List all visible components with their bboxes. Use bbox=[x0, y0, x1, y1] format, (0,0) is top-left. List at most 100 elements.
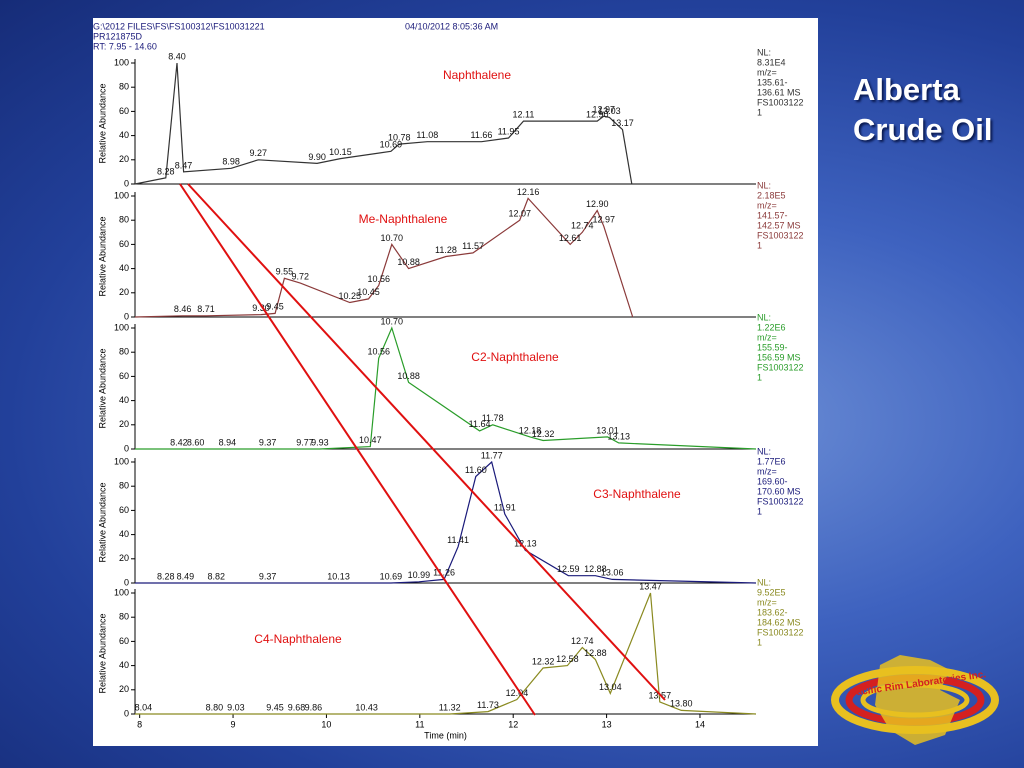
scan-info: 184.62 MS bbox=[757, 617, 801, 627]
trace-name: C3-Naphthalene bbox=[593, 487, 681, 501]
peak-label: 8.98 bbox=[222, 157, 240, 167]
peak-label: 8.60 bbox=[187, 437, 205, 447]
peak-label: 9.45 bbox=[266, 702, 284, 712]
y-tick-label: 20 bbox=[119, 419, 129, 429]
logo-map bbox=[875, 655, 960, 745]
peak-label: 11.95 bbox=[498, 126, 520, 136]
peak-label: 10.13 bbox=[327, 571, 350, 581]
scan-info: m/z= bbox=[757, 332, 777, 342]
peak-label: 11.66 bbox=[471, 130, 493, 140]
peak-label: 8.80 bbox=[206, 702, 224, 712]
y-tick-label: 0 bbox=[124, 443, 129, 453]
trace bbox=[135, 592, 757, 715]
peak-label: 12.61 bbox=[559, 233, 582, 243]
trace bbox=[134, 62, 633, 185]
peak-label: 11.57 bbox=[462, 241, 484, 251]
y-tick-label: 80 bbox=[119, 347, 129, 357]
scan-info: 1.77E6 bbox=[757, 456, 786, 466]
scan-info: NL: bbox=[757, 577, 771, 587]
peak-label: 8.82 bbox=[207, 571, 225, 581]
trace-name: Naphthalene bbox=[443, 68, 511, 82]
scan-info: NL: bbox=[757, 312, 771, 322]
peak-label: 12.74 bbox=[571, 636, 594, 646]
scan-info: 155.59- bbox=[757, 342, 788, 352]
scan-info: FS1003122 bbox=[757, 230, 804, 240]
peak-label: 10.56 bbox=[367, 274, 390, 284]
sheet bbox=[93, 18, 818, 746]
peak-label: 10.70 bbox=[381, 233, 404, 243]
peak-label: 10.78 bbox=[388, 132, 411, 142]
y-tick-label: 100 bbox=[114, 456, 129, 466]
peak-label: 10.56 bbox=[367, 347, 390, 357]
peak-label: 12.74 bbox=[571, 221, 594, 231]
peak-label: 8.49 bbox=[177, 571, 195, 581]
trace-name: C2-Naphthalene bbox=[471, 350, 559, 364]
sample: PR121875D bbox=[93, 31, 143, 41]
peak-label: 12.16 bbox=[517, 187, 540, 197]
file-path: G:\2012 FILES\FS\FS100312\FS10031221 bbox=[93, 21, 265, 31]
y-tick-label: 60 bbox=[119, 505, 129, 515]
scan-info: 135.61- bbox=[757, 77, 788, 87]
peak-label: 13.01 bbox=[596, 425, 619, 435]
trace bbox=[135, 326, 757, 450]
peak-label: 12.97 bbox=[593, 105, 616, 115]
y-tick-label: 20 bbox=[119, 287, 129, 297]
peak-label: 8.46 bbox=[174, 304, 192, 314]
scan-info: NL: bbox=[757, 180, 771, 190]
peak-label: 13.06 bbox=[601, 568, 624, 578]
scan-info: m/z= bbox=[757, 466, 777, 476]
scan-info: 142.57 MS bbox=[757, 220, 801, 230]
peak-label: 10.69 bbox=[380, 140, 403, 150]
y-axis-label: Relative Abundance bbox=[97, 482, 107, 562]
peak-label: 10.99 bbox=[408, 570, 431, 580]
peak-label: 11.32 bbox=[439, 702, 461, 712]
peak-label: 11.26 bbox=[433, 568, 455, 578]
scan-info: 2.18E5 bbox=[757, 190, 786, 200]
slide-title: Alberta Crude Oil bbox=[853, 72, 993, 147]
y-axis-label: Relative Abundance bbox=[97, 348, 107, 428]
peak-label: 9.77 bbox=[296, 437, 314, 447]
peak-label: 9.30 bbox=[252, 303, 270, 313]
y-tick-label: 20 bbox=[119, 154, 129, 164]
y-tick-label: 40 bbox=[119, 130, 129, 140]
peak-label: 12.59 bbox=[557, 564, 580, 574]
peak-label: 12.11 bbox=[513, 109, 535, 119]
peak-label: 9.55 bbox=[276, 267, 294, 277]
peak-label: 11.41 bbox=[447, 535, 469, 545]
peak-label: 10.15 bbox=[329, 147, 352, 157]
scan-info: NL: bbox=[757, 446, 771, 456]
y-tick-label: 40 bbox=[119, 395, 129, 405]
y-tick-label: 0 bbox=[124, 311, 129, 321]
peak-label: 12.90 bbox=[586, 199, 609, 209]
scan-info: 9.52E5 bbox=[757, 587, 786, 597]
scan-info: FS1003122 bbox=[757, 627, 804, 637]
peak-label: 8.94 bbox=[219, 437, 237, 447]
peak-label: 10.69 bbox=[380, 571, 403, 581]
peak-label: 12.90 bbox=[586, 109, 609, 119]
scan-info: 170.60 MS bbox=[757, 486, 801, 496]
y-axis-label: Relative Abundance bbox=[97, 83, 107, 163]
scan-info: FS1003122 bbox=[757, 97, 804, 107]
y-tick-label: 0 bbox=[124, 178, 129, 188]
x-tick-label: 11 bbox=[415, 719, 424, 729]
scan-info: 1.22E6 bbox=[757, 322, 786, 332]
scan-info: m/z= bbox=[757, 200, 777, 210]
peak-label: 12.04 bbox=[506, 688, 529, 698]
peak-label: 10.88 bbox=[397, 257, 420, 267]
y-tick-label: 100 bbox=[114, 587, 129, 597]
x-tick-label: 13 bbox=[602, 719, 612, 729]
scan-info: FS1003122 bbox=[757, 496, 804, 506]
peak-label: 8.28 bbox=[157, 166, 175, 176]
y-tick-label: 80 bbox=[119, 215, 129, 225]
x-tick-label: 9 bbox=[231, 719, 236, 729]
logo: Pacific Rim Laboratories Inc. bbox=[831, 655, 999, 745]
x-tick-label: 14 bbox=[695, 719, 705, 729]
peak-label: 8.47 bbox=[175, 160, 193, 170]
peak-label: 9.03 bbox=[227, 702, 245, 712]
y-tick-label: 100 bbox=[114, 57, 129, 67]
peak-label: 13.17 bbox=[611, 118, 634, 128]
y-tick-label: 20 bbox=[119, 684, 129, 694]
guide-line bbox=[187, 183, 666, 701]
